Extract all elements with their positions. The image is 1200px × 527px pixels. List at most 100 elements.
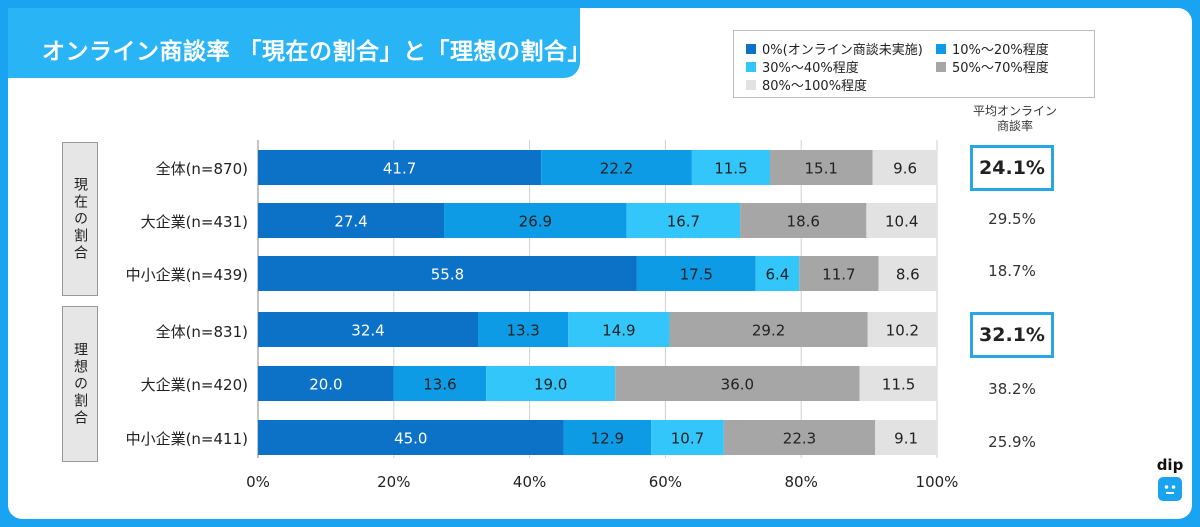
bar-segment-2-2: [755, 256, 800, 291]
legend-item-2: 30%～40%程度: [746, 57, 859, 76]
bar-value-label-3-0: 32.4: [351, 322, 384, 340]
group-label-ideal: 理想の割合: [72, 341, 88, 427]
bar-segment-2-3: [799, 256, 879, 291]
row-label-3: 全体(n=831): [155, 323, 248, 341]
bar-segment-4-2: [486, 366, 616, 401]
bar-segment-3-3: [669, 312, 868, 347]
legend-label-3: 50%～70%程度: [952, 61, 1049, 76]
legend-swatch-0: [746, 43, 756, 54]
bar-segment-2-4: [878, 256, 937, 291]
bar-value-label-5-2: 10.7: [671, 430, 704, 448]
bar-value-label-5-4: 9.1: [894, 430, 918, 448]
bar-segment-1-2: [626, 203, 741, 238]
bar-segment-0-0: [258, 150, 542, 185]
bar-segment-3-4: [867, 312, 937, 347]
average-value-1: 29.5%: [988, 210, 1036, 228]
bar-value-label-1-3: 18.6: [787, 213, 820, 231]
bar-segment-4-0: [258, 366, 394, 401]
x-tick-label-2: 40%: [513, 473, 546, 491]
dip-face-icon: [1158, 477, 1182, 501]
bar-segment-1-3: [740, 203, 867, 238]
x-tick-label-5: 100%: [916, 473, 959, 491]
legend-item-4: 80%～100%程度: [746, 75, 867, 94]
group-box-current: 現在の割合: [62, 142, 98, 296]
dip-logo-text: dip: [1156, 456, 1184, 474]
bar-value-label-3-3: 29.2: [752, 322, 785, 340]
bar-value-label-4-1: 13.6: [423, 376, 456, 394]
legend-label-0: 0%(オンライン商談未実施): [762, 43, 923, 58]
legend-item-1: 10%～20%程度: [936, 39, 1049, 58]
average-header-line-1: 平均オンライン: [972, 104, 1057, 118]
legend-swatch-2: [746, 61, 756, 72]
bar-value-label-0-0: 41.7: [383, 160, 416, 178]
bar-value-label-4-2: 19.0: [534, 376, 567, 394]
legend-item-0: 0%(オンライン商談未実施): [746, 39, 923, 58]
average-value-4: 38.2%: [988, 380, 1036, 398]
x-tick-label-0: 0%: [246, 473, 270, 491]
legend: 0%(オンライン商談未実施) 10%～20%程度 30%～40%程度 50%～7…: [733, 30, 1095, 98]
bar-segment-0-1: [541, 150, 692, 185]
bar-value-label-0-4: 9.6: [893, 160, 917, 178]
legend-label-4: 80%～100%程度: [762, 79, 868, 94]
bar-segment-4-1: [393, 366, 487, 401]
group-label-current: 現在の割合: [72, 176, 88, 262]
bar-segment-0-4: [872, 150, 938, 185]
bar-value-label-5-0: 45.0: [394, 430, 427, 448]
bar-value-label-0-2: 11.5: [714, 160, 747, 178]
bar-value-label-3-2: 14.9: [602, 322, 635, 340]
title-banner: オンライン商談率 「現在の割合」と「理想の割合」: [8, 8, 591, 78]
x-tick-label-1: 20%: [377, 473, 410, 491]
bar-value-label-0-1: 22.2: [600, 160, 633, 178]
bar-value-label-2-0: 55.8: [431, 266, 464, 284]
bar-segment-4-3: [615, 366, 860, 401]
bar-value-label-3-1: 13.3: [506, 322, 539, 340]
legend-label-1: 10%～20%程度: [952, 43, 1049, 58]
bar-value-label-2-4: 8.6: [896, 266, 920, 284]
bar-segment-5-2: [651, 420, 724, 455]
average-value-5: 25.9%: [988, 433, 1036, 451]
bar-segment-2-1: [636, 256, 756, 291]
bar-value-label-2-1: 17.5: [680, 266, 713, 284]
legend-swatch-3: [936, 61, 946, 72]
average-header-line-2: 商談率: [996, 119, 1033, 133]
row-label-4: 大企業(n=420): [140, 376, 248, 394]
legend-item-3: 50%～70%程度: [936, 57, 1049, 76]
legend-swatch-1: [936, 43, 946, 54]
bar-value-label-3-4: 10.2: [886, 322, 919, 340]
bar-segment-5-0: [258, 420, 564, 455]
legend-swatch-4: [746, 79, 756, 90]
row-label-0: 全体(n=870): [155, 160, 248, 178]
legend-label-2: 30%～40%程度: [762, 61, 859, 76]
row-label-1: 大企業(n=431): [140, 213, 248, 231]
bar-segment-3-2: [568, 312, 670, 347]
bar-value-label-4-0: 20.0: [309, 376, 342, 394]
bar-value-label-5-3: 22.3: [783, 430, 816, 448]
bar-segment-5-1: [563, 420, 652, 455]
bar-segment-3-1: [477, 312, 569, 347]
x-tick-label-4: 80%: [785, 473, 818, 491]
bar-segment-1-0: [258, 203, 445, 238]
bar-value-label-4-4: 11.5: [882, 376, 915, 394]
average-value-0: 24.1%: [970, 145, 1054, 191]
average-value-2: 18.7%: [988, 262, 1036, 280]
bar-value-label-1-0: 27.4: [334, 213, 367, 231]
bar-value-label-4-3: 36.0: [721, 376, 754, 394]
bar-value-label-1-2: 16.7: [667, 213, 700, 231]
bar-segment-0-2: [691, 150, 770, 185]
dip-logo: dip: [1153, 456, 1187, 510]
x-tick-label-3: 60%: [649, 473, 682, 491]
bar-segment-4-4: [859, 366, 938, 401]
average-header: 平均オンライン 商談率: [960, 104, 1070, 134]
bar-segment-2-0: [258, 256, 637, 291]
bar-value-label-0-3: 15.1: [805, 160, 838, 178]
bar-segment-5-3: [723, 420, 876, 455]
bar-value-label-1-1: 26.9: [519, 213, 552, 231]
bar-segment-0-3: [769, 150, 873, 185]
bar-segment-1-4: [866, 203, 937, 238]
group-box-ideal: 理想の割合: [62, 306, 98, 462]
row-label-2: 中小企業(n=439): [125, 266, 248, 284]
average-value-3: 32.1%: [970, 312, 1054, 358]
bar-value-label-2-3: 11.7: [822, 266, 855, 284]
chart-title: オンライン商談率 「現在の割合」と「理想の割合」: [42, 39, 592, 65]
